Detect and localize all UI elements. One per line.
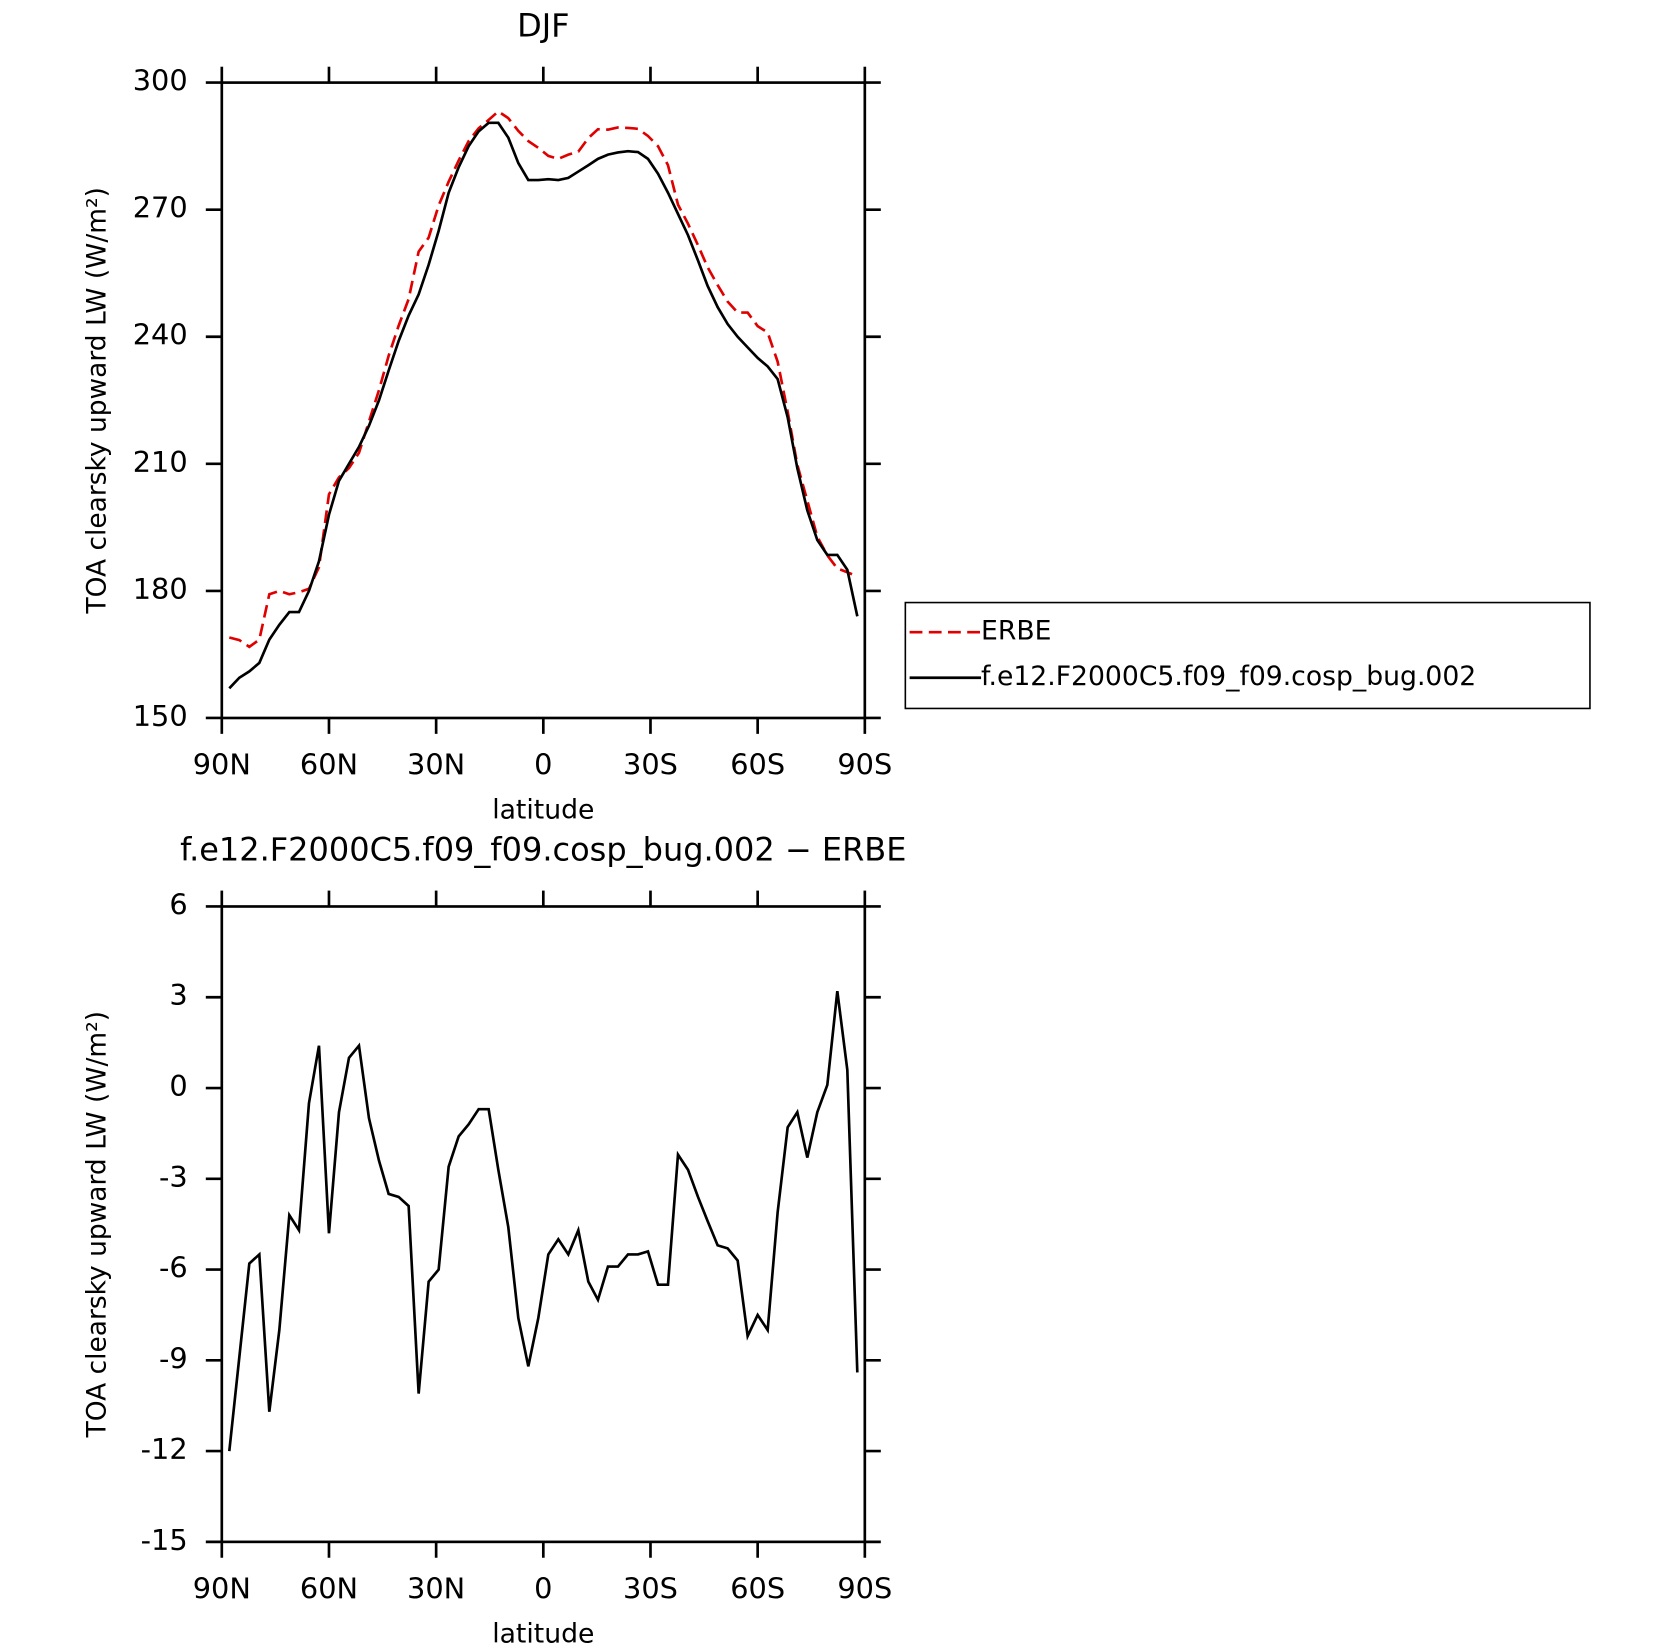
x-tick-label: 60S [730, 1572, 785, 1606]
y-tick-label: 240 [133, 318, 188, 352]
legend-label: f.e12.F2000C5.f09_f09.cosp_bug.002 [981, 661, 1476, 692]
x-axis-label: latitude [492, 795, 594, 826]
y-tick-label: 270 [133, 191, 188, 225]
x-tick-label: 60N [300, 748, 358, 782]
x-tick-label: 60N [300, 1572, 358, 1606]
y-axis-label: TOA clearsky upward LW (W/m²) [82, 1011, 113, 1438]
data-line [228, 121, 859, 690]
x-tick-label: 0 [534, 1572, 552, 1606]
x-tick-label: 30S [623, 1572, 678, 1606]
y-tick-label: -6 [159, 1251, 188, 1285]
data-line [228, 109, 858, 649]
y-tick-label: -15 [141, 1523, 188, 1557]
y-tick-label: 0 [169, 1069, 187, 1103]
y-tick-label: 180 [133, 572, 188, 606]
x-tick-label: 30N [407, 748, 465, 782]
x-tick-label: 0 [534, 748, 552, 782]
x-tick-label: 90S [837, 1572, 892, 1606]
y-tick-label: -9 [159, 1341, 188, 1375]
y-tick-label: 3 [169, 978, 187, 1012]
chart-title: f.e12.F2000C5.f09_f09.cosp_bug.002 − ERB… [180, 830, 906, 868]
x-tick-label: 30S [623, 748, 678, 782]
plot-frame [220, 81, 867, 720]
x-tick-label: 90N [193, 1572, 251, 1606]
legend-box [904, 601, 1591, 710]
y-tick-label: -12 [141, 1432, 188, 1466]
chart-title: DJF [517, 7, 569, 45]
x-axis-label: latitude [492, 1619, 594, 1650]
y-tick-label: 6 [169, 888, 187, 922]
x-tick-label: 90N [193, 748, 251, 782]
x-tick-label: 60S [730, 748, 785, 782]
y-tick-label: 150 [133, 699, 188, 733]
data-line [227, 991, 859, 1452]
x-tick-label: 30N [407, 1572, 465, 1606]
legend-label: ERBE [981, 616, 1051, 647]
y-axis-label: TOA clearsky upward LW (W/m²) [82, 187, 113, 614]
x-tick-label: 90S [837, 748, 892, 782]
y-tick-label: 300 [133, 64, 188, 98]
y-tick-label: 210 [133, 445, 188, 479]
y-tick-label: -3 [159, 1160, 188, 1194]
plot-frame [220, 905, 867, 1544]
